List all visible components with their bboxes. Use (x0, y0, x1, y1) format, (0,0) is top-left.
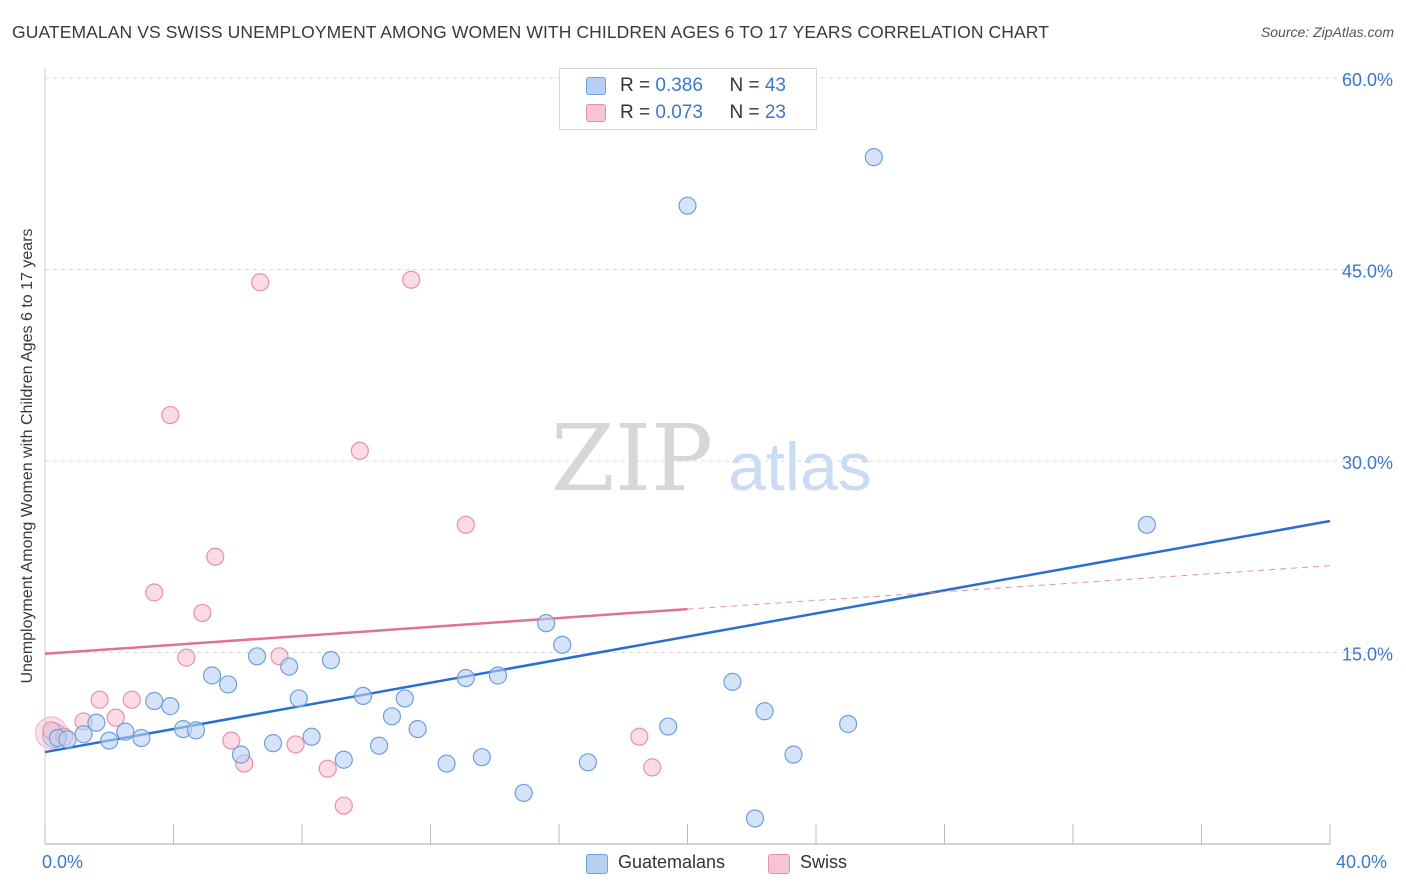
x-tick-label-min: 0.0% (42, 852, 84, 872)
y-tick-label: 45.0% (1342, 262, 1393, 282)
data-point (553, 635, 572, 654)
data-point (193, 603, 212, 623)
trendline-guatemalans (44, 519, 1331, 754)
data-point (132, 728, 151, 748)
data-point (353, 686, 373, 706)
data-point (177, 648, 196, 667)
data-point (784, 745, 803, 764)
data-point (659, 717, 678, 736)
gridlines (45, 77, 1392, 653)
correlation-legend: R = 0.386 N = 43 R = 0.073 N = 23 (559, 68, 817, 130)
x-tick-label-max: 40.0% (1336, 852, 1388, 872)
chart-title: GUATEMALAN VS SWISS UNEMPLOYMENT AMONG W… (12, 22, 1050, 42)
r-value: 0.073 (655, 102, 703, 123)
data-point (280, 657, 299, 676)
data-point (456, 515, 475, 534)
data-point (334, 796, 353, 815)
legend-swatch-pink (586, 104, 606, 122)
y-tick-label: 30.0% (1342, 453, 1393, 473)
legend-label: Swiss (800, 852, 848, 872)
data-point (58, 730, 77, 749)
data-point (643, 758, 662, 777)
source-label: Source: ZipAtlas.com (1260, 24, 1394, 40)
data-point (488, 666, 508, 685)
data-point (437, 754, 456, 773)
data-point (145, 583, 164, 602)
r-label: R = (620, 102, 656, 123)
data-point (472, 748, 491, 767)
data-point (231, 745, 251, 764)
series-legend: Guatemalans Swiss (0, 852, 1406, 878)
y-tick-labels: 15.0% 30.0% 45.0% 60.0% (1342, 70, 1393, 665)
data-point (408, 719, 427, 739)
data-point (100, 731, 119, 750)
watermark-atlas: atlas (728, 429, 872, 505)
n-label: N = (729, 75, 765, 96)
data-point (370, 736, 389, 755)
data-point (116, 722, 135, 741)
data-point (864, 148, 883, 167)
n-label: N = (729, 102, 765, 123)
data-points (34, 148, 1156, 828)
y-tick-label: 15.0% (1342, 645, 1393, 665)
data-point (318, 759, 337, 778)
data-point (161, 697, 180, 716)
data-point (161, 405, 180, 425)
legend-swatch-blue (586, 854, 608, 874)
trendline-swiss (44, 607, 688, 656)
data-point (302, 727, 321, 746)
data-point (87, 713, 106, 732)
data-point (382, 707, 402, 726)
n-value: 43 (764, 75, 786, 96)
y-tick-label: 60.0% (1342, 70, 1393, 90)
data-point (202, 666, 222, 685)
legend-swatch-blue (586, 77, 606, 95)
data-point (537, 614, 556, 633)
data-point (74, 725, 93, 744)
data-point (222, 731, 241, 750)
data-point (839, 714, 858, 734)
data-point (456, 668, 475, 688)
data-point (122, 690, 141, 709)
data-point (251, 273, 270, 292)
watermark: ZIP atlas (551, 405, 872, 512)
data-point (90, 690, 109, 709)
data-point (350, 441, 369, 460)
data-point (106, 708, 125, 727)
data-point (219, 675, 238, 694)
r-value: 0.386 (655, 75, 703, 96)
axes (44, 68, 1331, 845)
data-point (755, 702, 774, 721)
data-point (145, 691, 164, 711)
data-point (321, 651, 341, 670)
data-point (395, 689, 414, 708)
data-point (206, 547, 225, 566)
data-point (630, 727, 649, 746)
r-label: R = (620, 75, 656, 96)
data-point (186, 721, 206, 740)
trendlines (44, 519, 1331, 754)
data-point (514, 783, 533, 803)
data-point (247, 647, 267, 666)
data-point (402, 270, 421, 289)
data-point (1137, 515, 1156, 534)
data-point (286, 735, 305, 754)
legend-label: Guatemalans (618, 852, 726, 872)
legend-swatch-pink (768, 854, 790, 874)
data-point (678, 196, 697, 215)
trendline-swiss-extension (687, 565, 1331, 610)
data-point (263, 734, 283, 753)
data-point (745, 809, 765, 828)
data-point (578, 753, 598, 772)
n-value: 23 (764, 102, 786, 123)
data-point (723, 672, 742, 691)
data-point (334, 750, 353, 769)
watermark-zip: ZIP (551, 405, 713, 512)
data-point (289, 689, 308, 708)
